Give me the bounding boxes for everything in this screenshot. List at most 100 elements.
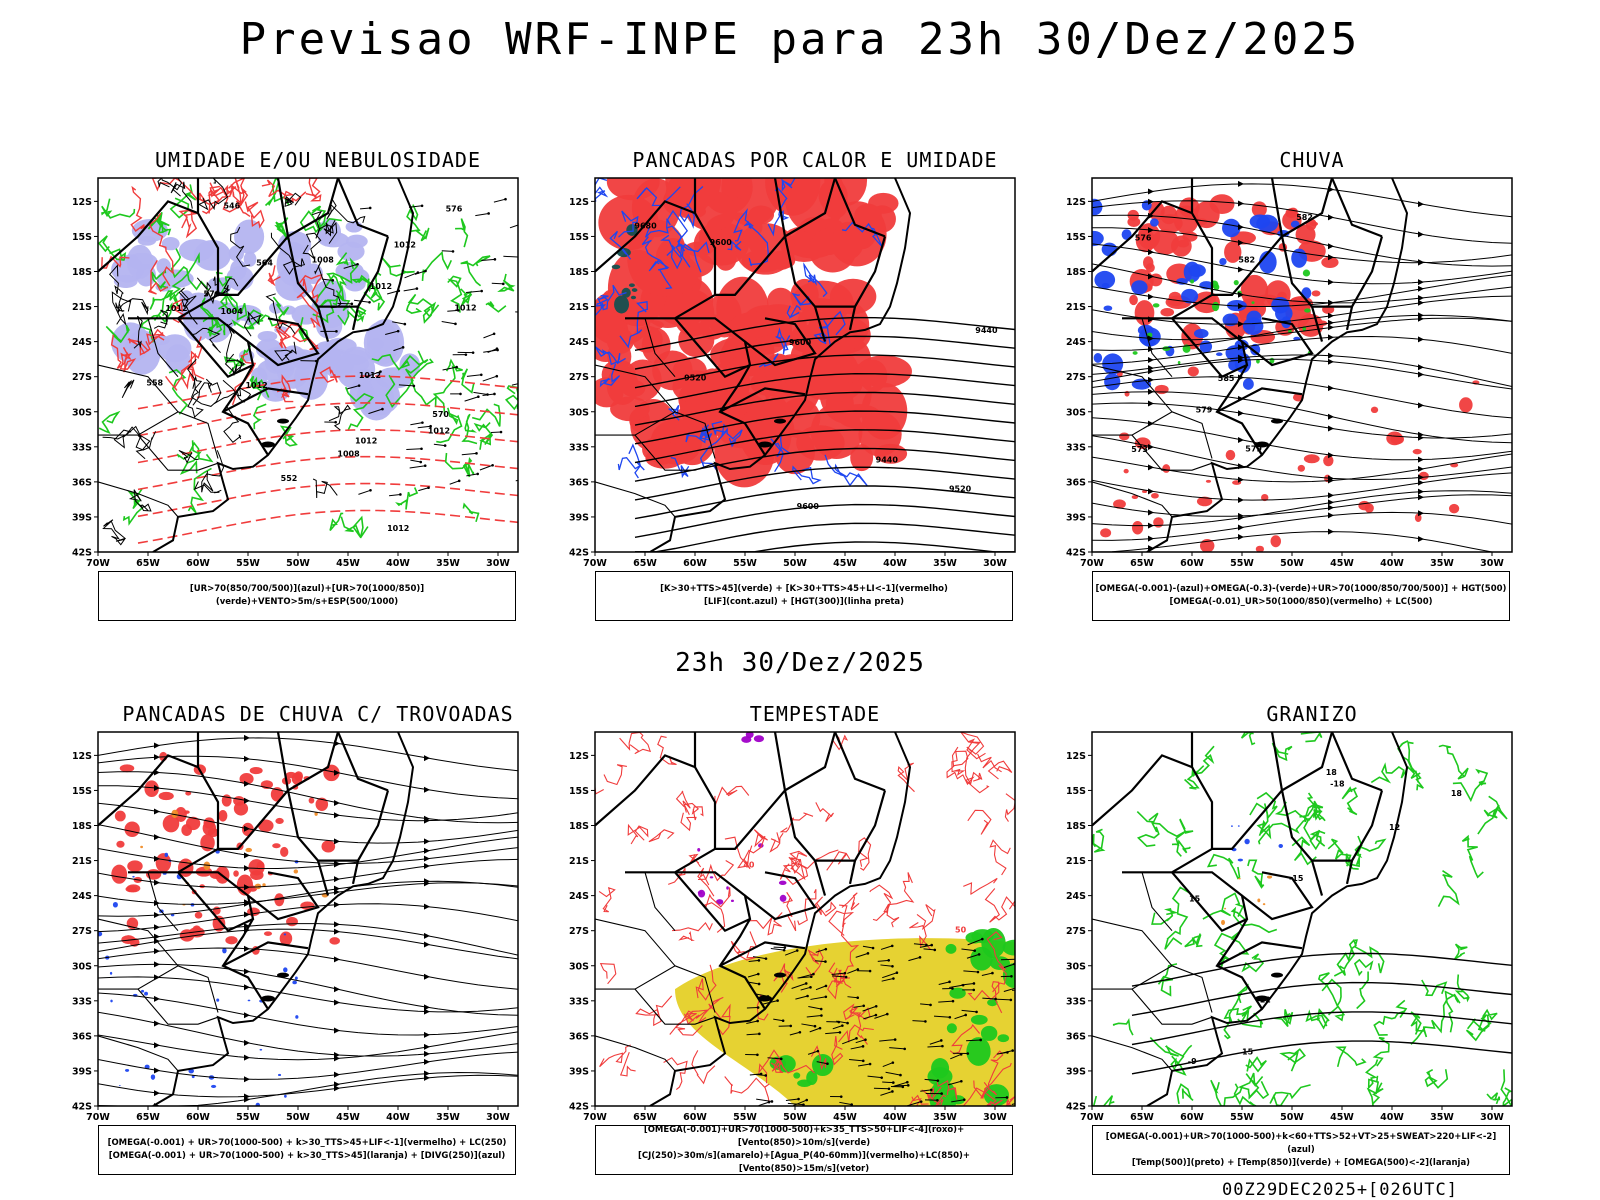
- lon-tick-label: 30W: [983, 1112, 1007, 1123]
- lon-tick-label: 70W: [583, 1112, 607, 1123]
- country-border: [221, 918, 269, 1010]
- contour-label: 1012: [359, 371, 381, 380]
- map-frame: [97, 177, 519, 553]
- lon-tick-label: 70W: [86, 1112, 110, 1123]
- state-border: [98, 364, 179, 436]
- contour-lines: [595, 178, 883, 487]
- state-border: [674, 411, 716, 459]
- country-border: [222, 387, 309, 413]
- lat-tick-label: 21S: [1066, 302, 1086, 313]
- lagoon: [758, 995, 772, 1002]
- country-border: [222, 941, 309, 967]
- lat-tick-label: 33S: [72, 996, 92, 1007]
- contour-label: 579: [1245, 444, 1262, 453]
- panel-title: GRANIZO: [1266, 702, 1358, 726]
- lon-tick-label: 60W: [683, 558, 707, 569]
- stream-arrow: [1418, 465, 1424, 472]
- stream-arrow: [1418, 279, 1424, 286]
- lon-tick-label: 30W: [1480, 558, 1504, 569]
- stream-arrow: [1328, 528, 1334, 535]
- country-border: [98, 754, 220, 874]
- lat-tick-label: 24S: [72, 337, 92, 348]
- country-border: [719, 387, 806, 413]
- map-frame: [97, 731, 519, 1107]
- main-title: Previsao WRF-INPE para 23h 30/Dez/2025: [239, 14, 1361, 65]
- contour-label: 15: [1189, 894, 1201, 903]
- lon-tick-label: 40W: [1380, 558, 1404, 569]
- stream-arrow: [1238, 410, 1244, 417]
- lon-tick-label: 60W: [1180, 1112, 1204, 1123]
- contour-label: 1012: [454, 303, 476, 312]
- lat-tick-label: 30S: [1066, 407, 1086, 418]
- stream-arrow: [1148, 368, 1154, 375]
- lat-tick-label: 15S: [569, 232, 589, 243]
- lon-tick-label: 45W: [336, 558, 360, 569]
- lat-tick-label: 15S: [569, 786, 589, 797]
- state-border: [644, 318, 676, 378]
- stream-arrow: [244, 825, 250, 832]
- country-border: [1216, 387, 1303, 413]
- contour-label: 582: [1238, 255, 1255, 264]
- lon-tick-label: 40W: [883, 558, 907, 569]
- stream-arrow: [1238, 291, 1244, 298]
- stream-arrow: [334, 799, 340, 806]
- stream-arrow: [244, 923, 250, 930]
- contour-label: 1008: [312, 255, 335, 264]
- contour-label: 15: [1242, 1048, 1254, 1057]
- stream-arrow: [1418, 201, 1424, 208]
- stream-arrow: [1238, 180, 1244, 187]
- lagoon: [1255, 995, 1269, 1002]
- stream-arrow: [1238, 200, 1244, 207]
- stream-arrow: [244, 884, 250, 891]
- stream-arrow: [1418, 285, 1424, 292]
- lon-tick-label: 30W: [486, 1112, 510, 1123]
- country-border: [848, 306, 857, 331]
- state-border: [1171, 965, 1213, 1013]
- country-border: [783, 790, 887, 862]
- legend-line: [CJ(250)>30m/s](amarelo)+[Agua_P(40-60mm…: [637, 1151, 971, 1174]
- country-border: [218, 732, 340, 850]
- stream-arrow: [244, 984, 250, 991]
- contour-label: 1012: [428, 426, 450, 435]
- lat-tick-label: 39S: [72, 1066, 92, 1077]
- stream-arrow: [334, 928, 340, 935]
- country-border: [1241, 317, 1314, 367]
- stream-arrow: [1328, 243, 1334, 250]
- country-border: [813, 306, 827, 342]
- lat-tick-label: 24S: [1066, 337, 1086, 348]
- stream-arrow: [1418, 299, 1424, 306]
- stream-arrow: [1238, 524, 1244, 531]
- contour-lines: [595, 732, 1015, 1106]
- contour-label: 579: [1196, 405, 1213, 414]
- stream-arrow: [1238, 344, 1244, 351]
- lon-tick-label: 35W: [1430, 1112, 1454, 1123]
- stream-arrow: [1238, 320, 1244, 327]
- stream-arrow: [1238, 436, 1244, 443]
- legend-box: [K>30+TTS>45](verde) + [K>30+TTS>45+LI<-…: [595, 571, 1013, 621]
- lat-tick-label: 39S: [72, 512, 92, 523]
- lon-tick-label: 60W: [683, 1112, 707, 1123]
- stream-arrow: [1148, 198, 1154, 205]
- lon-tick-label: 35W: [436, 558, 460, 569]
- stream-arrow: [1148, 335, 1154, 342]
- lon-tick-label: 65W: [1130, 1112, 1154, 1123]
- stream-arrow: [244, 797, 250, 804]
- stream-arrow: [1418, 434, 1424, 441]
- contour-label: 18: [1326, 768, 1338, 777]
- country-border: [98, 200, 220, 320]
- stream-arrow: [1418, 494, 1424, 501]
- country-border: [595, 754, 717, 874]
- stream-arrow: [1328, 504, 1334, 511]
- lat-tick-label: 21S: [1066, 856, 1086, 867]
- stream-arrow: [1238, 514, 1244, 521]
- stream-arrow: [424, 973, 430, 980]
- lon-tick-label: 50W: [1280, 1112, 1304, 1123]
- lagoon: [774, 418, 786, 424]
- stream-arrow: [334, 812, 340, 819]
- stream-arrow: [424, 878, 430, 885]
- lat-tick-label: 27S: [72, 926, 92, 937]
- stream-arrow: [154, 1067, 160, 1074]
- stream-arrow: [424, 1074, 430, 1081]
- country-border: [351, 860, 360, 885]
- contour-label: 1012: [394, 240, 416, 249]
